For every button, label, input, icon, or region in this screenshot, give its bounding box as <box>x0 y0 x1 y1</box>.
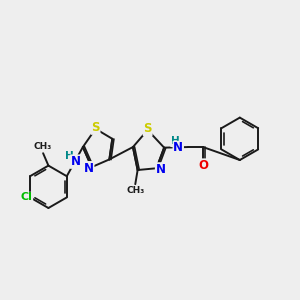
Text: N: N <box>156 163 166 176</box>
Text: O: O <box>198 159 208 172</box>
Text: N: N <box>173 141 183 154</box>
Text: N: N <box>70 155 80 168</box>
Text: S: S <box>91 121 100 134</box>
Text: CH₃: CH₃ <box>34 142 52 151</box>
Text: H: H <box>65 151 74 161</box>
Text: S: S <box>143 122 152 135</box>
Text: Cl: Cl <box>21 192 32 203</box>
Text: N: N <box>84 162 94 175</box>
Text: H: H <box>171 136 180 146</box>
Text: CH₃: CH₃ <box>126 186 144 195</box>
